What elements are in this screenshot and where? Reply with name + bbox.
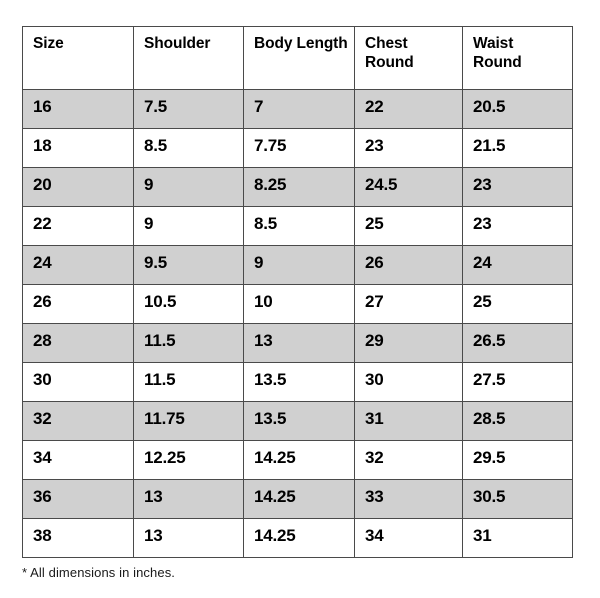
cell-body-length: 8.25 — [243, 167, 355, 207]
cell-body-length: 10 — [243, 284, 355, 324]
cell-chest-round: 22 — [354, 89, 463, 129]
column-header-chest-round-line1: Chest — [365, 35, 408, 52]
cell-body-length: 8.5 — [243, 206, 355, 246]
column-header-waist-round-line1: Waist — [473, 35, 514, 52]
column-header-chest-round-line2: Round — [365, 53, 414, 71]
cell-body-length: 14.25 — [243, 479, 355, 519]
table-row: 22 9 8.5 25 23 — [22, 206, 573, 246]
cell-shoulder: 9 — [133, 206, 244, 246]
cell-size: 20 — [22, 167, 134, 207]
table-row: 28 11.5 13 29 26.5 — [22, 323, 573, 363]
cell-size: 28 — [22, 323, 134, 363]
size-chart-table: Size Shoulder Body Length Chest Round Wa… — [22, 26, 573, 558]
cell-shoulder: 10.5 — [133, 284, 244, 324]
cell-chest-round: 23 — [354, 128, 463, 168]
cell-size: 38 — [22, 518, 134, 558]
cell-size: 36 — [22, 479, 134, 519]
table-row: 32 11.75 13.5 31 28.5 — [22, 401, 573, 441]
table-row: 20 9 8.25 24.5 23 — [22, 167, 573, 207]
cell-shoulder: 8.5 — [133, 128, 244, 168]
cell-body-length: 14.25 — [243, 440, 355, 480]
cell-shoulder: 7.5 — [133, 89, 244, 129]
table-row: 16 7.5 7 22 20.5 — [22, 89, 573, 129]
cell-waist-round: 31 — [462, 518, 573, 558]
cell-shoulder: 9 — [133, 167, 244, 207]
cell-shoulder: 11.5 — [133, 362, 244, 402]
cell-waist-round: 30.5 — [462, 479, 573, 519]
cell-waist-round: 26.5 — [462, 323, 573, 363]
cell-waist-round: 21.5 — [462, 128, 573, 168]
header-row: Size Shoulder Body Length Chest Round Wa… — [22, 26, 573, 90]
cell-shoulder: 9.5 — [133, 245, 244, 285]
cell-chest-round: 26 — [354, 245, 463, 285]
cell-body-length: 9 — [243, 245, 355, 285]
cell-size: 16 — [22, 89, 134, 129]
cell-body-length: 14.25 — [243, 518, 355, 558]
footnote: * All dimensions in inches. — [22, 565, 175, 580]
cell-waist-round: 23 — [462, 206, 573, 246]
cell-chest-round: 24.5 — [354, 167, 463, 207]
table-header: Size Shoulder Body Length Chest Round Wa… — [22, 26, 573, 90]
cell-body-length: 7 — [243, 89, 355, 129]
cell-body-length: 13.5 — [243, 401, 355, 441]
table-row: 18 8.5 7.75 23 21.5 — [22, 128, 573, 168]
table-row: 34 12.25 14.25 32 29.5 — [22, 440, 573, 480]
table-row: 36 13 14.25 33 30.5 — [22, 479, 573, 519]
table-row: 24 9.5 9 26 24 — [22, 245, 573, 285]
cell-size: 34 — [22, 440, 134, 480]
cell-chest-round: 27 — [354, 284, 463, 324]
column-header-body-length: Body Length — [243, 26, 355, 90]
cell-body-length: 13 — [243, 323, 355, 363]
cell-chest-round: 30 — [354, 362, 463, 402]
cell-body-length: 7.75 — [243, 128, 355, 168]
table-row: 30 11.5 13.5 30 27.5 — [22, 362, 573, 402]
cell-size: 24 — [22, 245, 134, 285]
cell-size: 18 — [22, 128, 134, 168]
cell-waist-round: 25 — [462, 284, 573, 324]
cell-chest-round: 34 — [354, 518, 463, 558]
cell-waist-round: 28.5 — [462, 401, 573, 441]
table-row: 38 13 14.25 34 31 — [22, 518, 573, 558]
cell-size: 22 — [22, 206, 134, 246]
cell-chest-round: 25 — [354, 206, 463, 246]
cell-shoulder: 11.5 — [133, 323, 244, 363]
cell-waist-round: 27.5 — [462, 362, 573, 402]
cell-waist-round: 20.5 — [462, 89, 573, 129]
cell-size: 26 — [22, 284, 134, 324]
column-header-size: Size — [22, 26, 134, 90]
cell-body-length: 13.5 — [243, 362, 355, 402]
cell-waist-round: 29.5 — [462, 440, 573, 480]
cell-shoulder: 13 — [133, 518, 244, 558]
column-header-shoulder-line1: Shoulder — [144, 35, 211, 52]
cell-shoulder: 13 — [133, 479, 244, 519]
cell-waist-round: 23 — [462, 167, 573, 207]
column-header-body-length-line1: Body Length — [254, 35, 348, 52]
cell-size: 32 — [22, 401, 134, 441]
cell-shoulder: 12.25 — [133, 440, 244, 480]
cell-chest-round: 31 — [354, 401, 463, 441]
column-header-shoulder: Shoulder — [133, 26, 244, 90]
cell-chest-round: 33 — [354, 479, 463, 519]
column-header-waist-round-line2: Round — [473, 53, 522, 71]
cell-size: 30 — [22, 362, 134, 402]
column-header-chest-round: Chest Round — [354, 26, 463, 90]
table-body: 16 7.5 7 22 20.5 18 8.5 7.75 23 21.5 20 … — [22, 89, 573, 558]
cell-shoulder: 11.75 — [133, 401, 244, 441]
column-header-size-line1: Size — [33, 35, 64, 52]
cell-waist-round: 24 — [462, 245, 573, 285]
cell-chest-round: 32 — [354, 440, 463, 480]
table-row: 26 10.5 10 27 25 — [22, 284, 573, 324]
column-header-waist-round: Waist Round — [462, 26, 573, 90]
cell-chest-round: 29 — [354, 323, 463, 363]
